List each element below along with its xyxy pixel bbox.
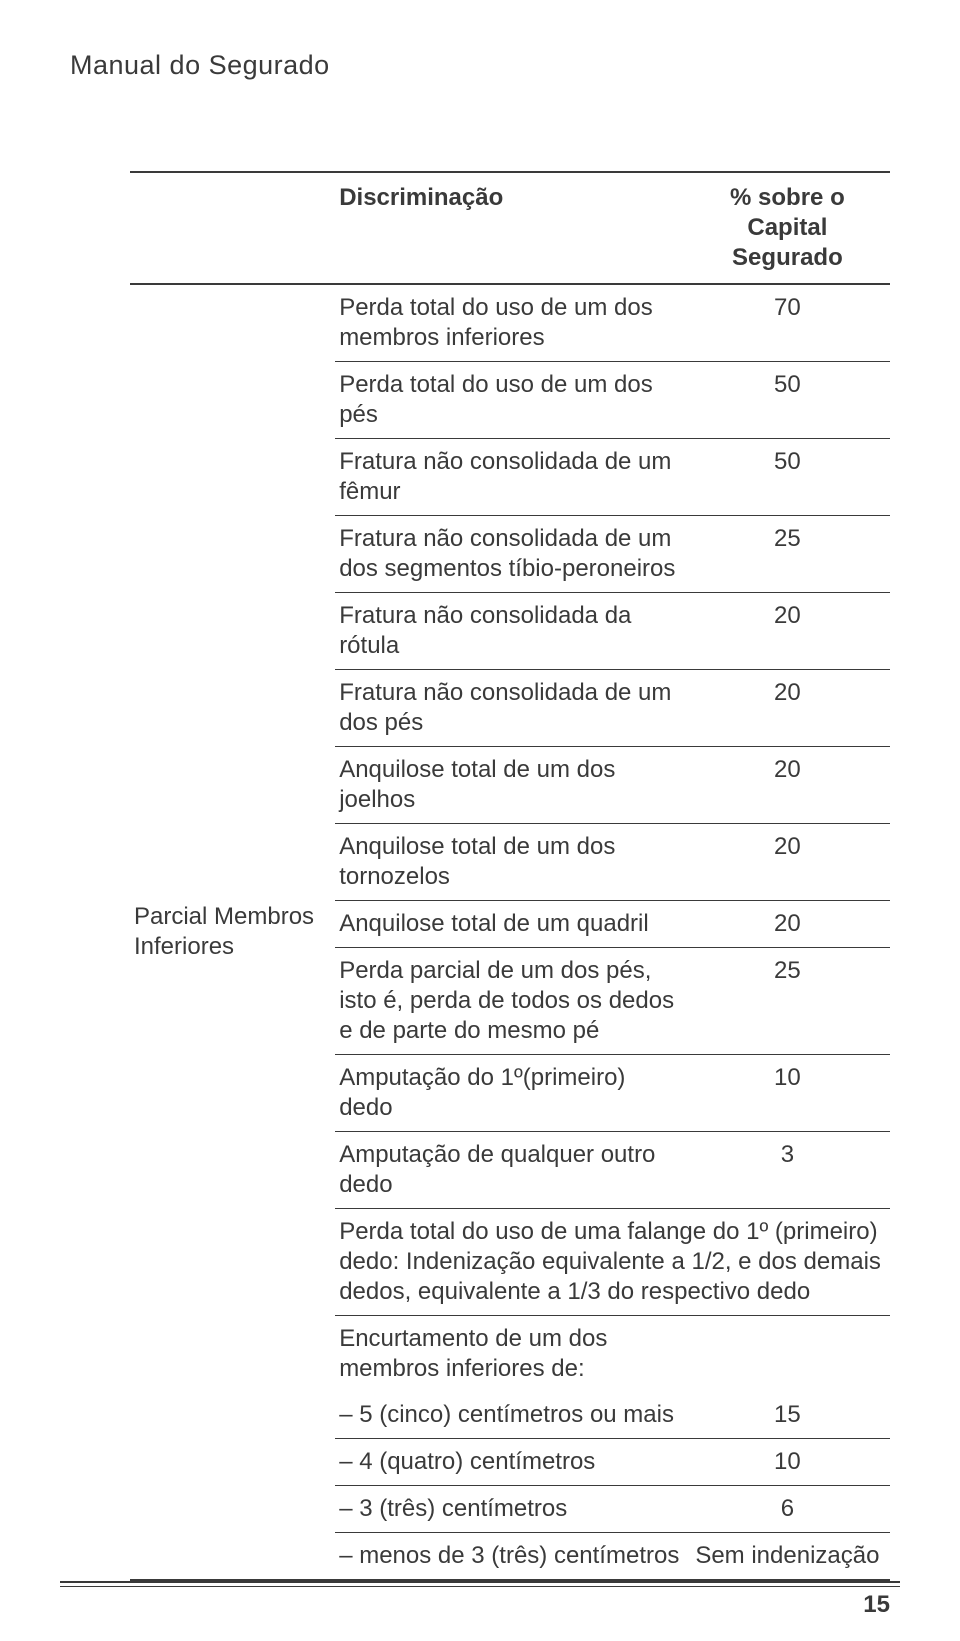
row-desc: Perda total do uso de um dos pés xyxy=(335,362,685,439)
row-value: 10 xyxy=(685,1055,890,1132)
row-value: 25 xyxy=(685,948,890,1055)
row-desc: Fratura não consolidada de um dos segmen… xyxy=(335,516,685,593)
table-header-row: Discriminação % sobre o Capital Segurado xyxy=(130,172,890,284)
row-desc: Amputação de qualquer outro dedo xyxy=(335,1132,685,1209)
row-value: 6 xyxy=(685,1486,890,1533)
row-desc: Anquilose total de um dos tornozelos xyxy=(335,824,685,901)
header-percent: % sobre o Capital Segurado xyxy=(685,172,890,284)
row-desc: Perda total do uso de um dos membros inf… xyxy=(335,284,685,362)
row-value: Sem indenização xyxy=(685,1533,890,1581)
row-desc: Fratura não consolidada de um fêmur xyxy=(335,439,685,516)
row-value: 20 xyxy=(685,901,890,948)
row-desc: Anquilose total de um dos joelhos xyxy=(335,747,685,824)
row-value: 3 xyxy=(685,1132,890,1209)
table-row: Parcial Membros InferioresPerda total do… xyxy=(130,284,890,362)
row-value: 15 xyxy=(685,1392,890,1439)
row-desc: – 4 (quatro) centímetros xyxy=(335,1439,685,1486)
page-title: Manual do Segurado xyxy=(70,50,890,81)
category-cell: Parcial Membros Inferiores xyxy=(130,284,335,1580)
row-value: 50 xyxy=(685,439,890,516)
row-desc: Fratura não consolidada de um dos pés xyxy=(335,670,685,747)
header-empty xyxy=(130,172,335,284)
row-desc: – menos de 3 (três) centímetros xyxy=(335,1533,685,1581)
row-desc: Fratura não consolidada da rótula xyxy=(335,593,685,670)
coverage-table: Discriminação % sobre o Capital Segurado… xyxy=(130,171,890,1581)
row-desc: – 5 (cinco) centímetros ou mais xyxy=(335,1392,685,1439)
row-value xyxy=(685,1316,890,1393)
row-value: 20 xyxy=(685,824,890,901)
row-value: 25 xyxy=(685,516,890,593)
row-value: 10 xyxy=(685,1439,890,1486)
row-desc: Anquilose total de um quadril xyxy=(335,901,685,948)
row-desc: – 3 (três) centímetros xyxy=(335,1486,685,1533)
header-discrimination: Discriminação xyxy=(335,172,685,284)
row-value: 20 xyxy=(685,670,890,747)
footer-rule xyxy=(60,1581,900,1583)
row-desc: Perda total do uso de uma falange do 1º … xyxy=(335,1209,890,1316)
row-desc: Encurtamento de um dos membros inferiore… xyxy=(335,1316,685,1393)
row-value: 20 xyxy=(685,593,890,670)
row-desc: Perda parcial de um dos pés, isto é, per… xyxy=(335,948,685,1055)
row-value: 70 xyxy=(685,284,890,362)
row-value: 20 xyxy=(685,747,890,824)
row-desc: Amputação do 1º(primeiro) dedo xyxy=(335,1055,685,1132)
page-number: 15 xyxy=(863,1591,890,1619)
row-value: 50 xyxy=(685,362,890,439)
